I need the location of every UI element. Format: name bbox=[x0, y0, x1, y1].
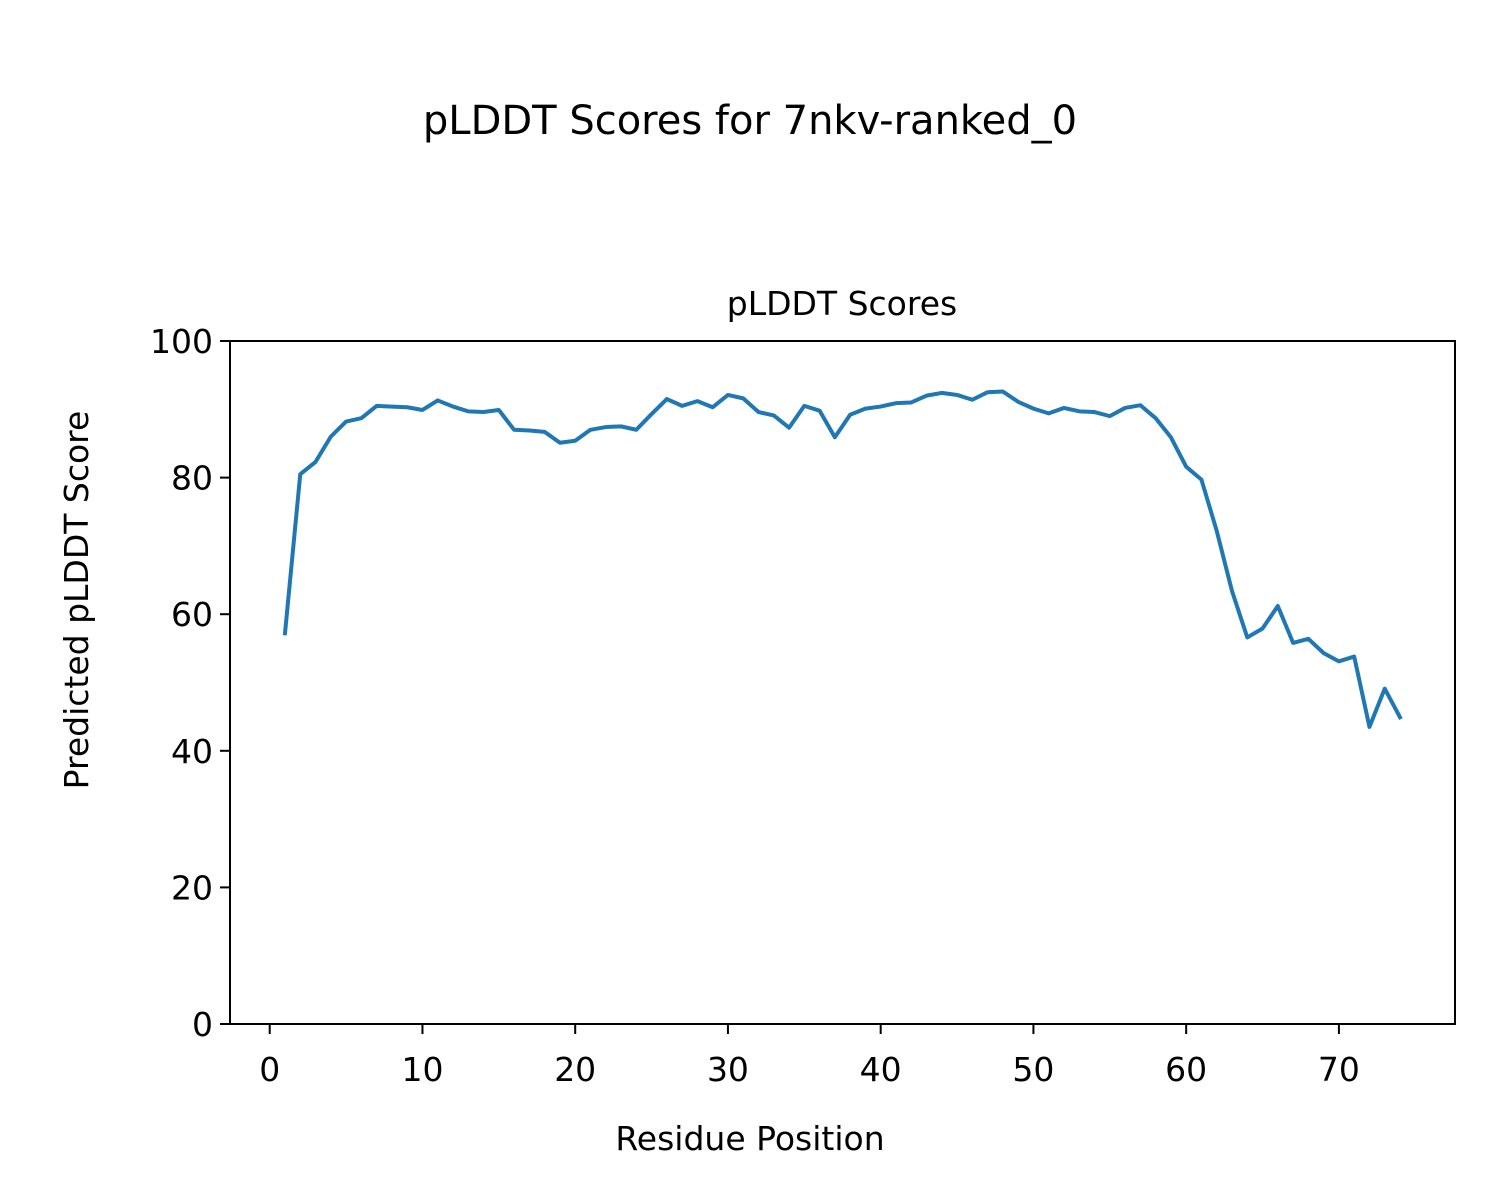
x-tick-label: 30 bbox=[707, 1050, 749, 1089]
x-tick-label: 10 bbox=[401, 1050, 443, 1089]
x-tick-label: 50 bbox=[1012, 1050, 1054, 1089]
y-tick-label: 20 bbox=[171, 868, 213, 907]
plot-area bbox=[282, 389, 1403, 729]
figure-title: pLDDT Scores for 7nkv-ranked_0 bbox=[423, 98, 1077, 144]
x-tick-label: 60 bbox=[1165, 1050, 1207, 1089]
y-tick-label: 0 bbox=[192, 1005, 213, 1044]
x-axis-ticks: 0 10 20 30 40 50 60 70 bbox=[259, 1024, 1360, 1089]
x-tick-label: 20 bbox=[554, 1050, 596, 1089]
x-tick-label: 0 bbox=[259, 1050, 280, 1089]
y-tick-label: 40 bbox=[171, 732, 213, 771]
y-axis-ticks: 0 20 40 60 80 100 bbox=[150, 322, 230, 1044]
x-tick-label: 70 bbox=[1318, 1050, 1360, 1089]
axes-title: pLDDT Scores bbox=[727, 284, 957, 323]
y-tick-label: 60 bbox=[171, 595, 213, 634]
y-axis-label: Predicted pLDDT Score bbox=[57, 411, 96, 790]
x-axis-label: Residue Position bbox=[615, 1119, 884, 1158]
series-line bbox=[282, 389, 1403, 729]
y-tick-label: 80 bbox=[171, 459, 213, 498]
y-tick-label: 100 bbox=[150, 322, 213, 361]
axes-frame bbox=[229, 340, 1456, 1025]
x-tick-label: 40 bbox=[860, 1050, 902, 1089]
